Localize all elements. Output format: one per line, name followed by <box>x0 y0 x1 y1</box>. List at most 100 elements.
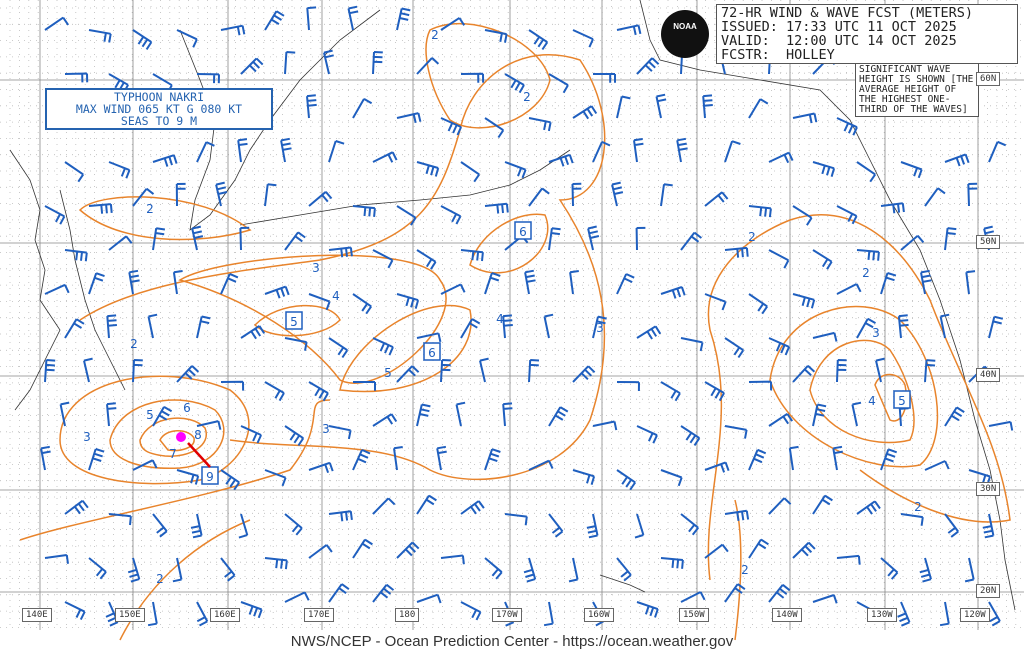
wind-barb <box>636 425 658 444</box>
wind-barb <box>812 331 838 342</box>
wind-barb <box>353 381 376 391</box>
wind-barb <box>88 448 105 471</box>
wind-barb <box>240 325 266 340</box>
wind-barb <box>504 73 525 94</box>
wind-barb <box>836 554 861 565</box>
wind-barb <box>524 269 536 295</box>
typhoon-info-box: TYPHOON NAKRI MAX WIND 065 KT G 080 KT SEA… <box>45 88 273 130</box>
latitude-label: 20N <box>976 584 1001 598</box>
issued-time: ISSUED: 17:33 UTC 11 OCT 2025 <box>721 19 957 35</box>
wave-height-label: 3 <box>596 321 604 335</box>
wind-barb <box>396 365 420 383</box>
wave-max-label: 6 <box>519 225 527 239</box>
wind-barb <box>924 359 936 383</box>
wind-barb <box>284 337 308 351</box>
wind-barb <box>616 273 635 295</box>
wind-barb <box>176 29 198 48</box>
wind-barb <box>132 187 155 207</box>
wind-barb <box>484 557 503 580</box>
wind-barb <box>152 227 166 251</box>
wave-max-label: 5 <box>290 315 298 329</box>
wind-barb <box>59 401 70 427</box>
wave-height-label: 4 <box>868 394 876 408</box>
wind-barb <box>792 293 816 309</box>
wind-barb <box>768 337 791 356</box>
wind-barb <box>616 24 642 36</box>
wind-barb <box>347 5 359 31</box>
wind-barb <box>768 151 794 164</box>
wind-barb <box>856 500 881 515</box>
wave-height-label: 7 <box>169 447 177 461</box>
forecast-title: 72-HR WIND & WAVE FCST (METERS) <box>721 5 973 21</box>
latitude-label: 50N <box>976 235 1001 249</box>
wind-barb <box>237 138 248 163</box>
typhoon-symbol <box>176 432 211 468</box>
wind-barb <box>768 497 792 515</box>
longitude-label: 130W <box>867 608 897 622</box>
wind-barb <box>924 187 946 207</box>
wind-barb <box>460 249 484 262</box>
wind-barb <box>220 272 239 295</box>
wind-barb <box>440 117 463 136</box>
wave-max-label: 5 <box>898 394 906 408</box>
wind-barb <box>900 513 924 526</box>
wind-barb <box>152 406 173 427</box>
wind-barb <box>897 314 909 339</box>
wave-height-note: SIGNIFICANT WAVE HEIGHT IS SHOWN [THE AV… <box>855 63 979 117</box>
wind-barb <box>548 73 569 94</box>
wind-barb <box>988 601 1001 627</box>
wave-max-label: 9 <box>206 470 214 484</box>
wind-barb <box>548 406 569 427</box>
wind-barb <box>748 448 767 471</box>
wind-barb <box>812 403 827 427</box>
wave-max-box <box>514 221 532 240</box>
wind-barb <box>593 73 616 83</box>
wind-barb <box>44 205 66 225</box>
wind-barb <box>393 446 403 471</box>
wind-barb <box>944 513 959 538</box>
wind-barb <box>636 601 659 618</box>
wave-height-label: 3 <box>322 422 330 436</box>
wave-height-label: 2 <box>130 337 138 351</box>
wind-barb <box>240 601 263 619</box>
wind-barb <box>680 231 703 251</box>
wind-barb <box>484 117 505 139</box>
wind-barb <box>792 112 818 124</box>
wind-barb <box>504 513 528 526</box>
wind-barb <box>880 202 905 214</box>
wind-barb <box>788 445 799 471</box>
wind-barb <box>306 94 317 119</box>
wind-barb <box>572 469 596 485</box>
wind-barb <box>308 191 333 207</box>
wind-barb <box>88 557 107 580</box>
wind-barb <box>108 235 133 251</box>
coastline-hawaii <box>599 574 646 593</box>
wave-max-label: 6 <box>428 346 436 360</box>
wind-barb <box>436 445 447 471</box>
wind-barb <box>836 283 862 295</box>
wind-barb <box>748 293 769 315</box>
wind-barb <box>416 161 440 177</box>
wind-barb <box>44 554 69 564</box>
wind-barb <box>484 272 501 295</box>
wind-barb <box>680 337 704 352</box>
wind-barb <box>592 315 607 339</box>
wind-barb <box>900 234 925 251</box>
wind-barb <box>856 249 880 261</box>
wind-barb <box>147 601 158 627</box>
wind-barb <box>416 593 442 604</box>
wind-barb <box>616 469 637 491</box>
wind-barb <box>196 73 220 84</box>
wind-barb <box>64 249 88 262</box>
wave-height-label: 2 <box>156 572 164 586</box>
wind-barb <box>306 6 317 31</box>
latitude-label: 60N <box>976 72 1001 86</box>
wind-barb <box>528 359 540 383</box>
wind-barb <box>880 272 897 295</box>
wind-barb <box>748 98 769 119</box>
wind-barb <box>352 293 373 315</box>
wind-barb <box>856 317 876 339</box>
longitude-label: 120W <box>960 608 990 622</box>
wave-height-label: 3 <box>312 261 320 275</box>
wind-barb <box>528 459 554 471</box>
